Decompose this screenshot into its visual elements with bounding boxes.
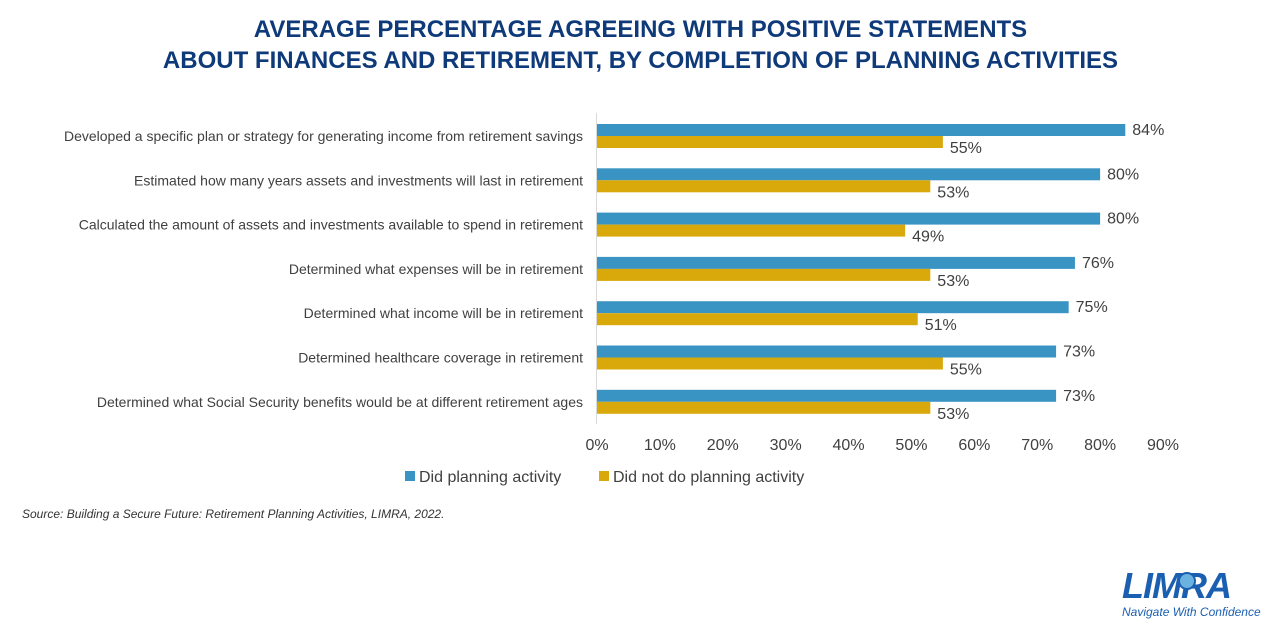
bar-did-not-plan (597, 313, 918, 326)
x-tick-label: 30% (770, 437, 802, 454)
bar-did-not-plan (597, 180, 931, 193)
x-tick-label: 0% (585, 437, 608, 454)
category-label: Estimated how many years assets and inve… (134, 172, 583, 188)
category-label: Determined what expenses will be in reti… (289, 261, 583, 277)
x-tick-label: 70% (1021, 437, 1053, 454)
data-label: 75% (1076, 299, 1108, 316)
bar-did-not-plan (597, 401, 931, 414)
bar-did-not-plan (597, 268, 931, 281)
legend-label: Did not do planning activity (613, 469, 804, 486)
logo-tagline: Navigate With Confidence (1122, 605, 1261, 619)
data-label: 51% (925, 317, 957, 334)
bar-did-not-plan (597, 136, 943, 148)
x-tick-label: 10% (644, 437, 676, 454)
logo-wordmark: LIMRA (1122, 565, 1232, 606)
bar-did-not-plan (597, 357, 943, 370)
chart-title: AVERAGE PERCENTAGE AGREEING WITH POSITIV… (0, 14, 1281, 76)
bar-did-planning (597, 301, 1069, 314)
x-tick-label: 40% (833, 437, 865, 454)
limra-logo: LIMRA Navigate With Confidence (1112, 566, 1262, 626)
chart-title-line-1: AVERAGE PERCENTAGE AGREEING WITH POSITIV… (253, 16, 1028, 43)
x-tick-label: 50% (895, 437, 927, 454)
category-label: Developed a specific plan or strategy fo… (64, 128, 583, 144)
data-label: 76% (1082, 255, 1114, 272)
globe-icon (1178, 572, 1196, 590)
category-label: Determined what income will be in retire… (304, 305, 583, 321)
data-label: 55% (950, 140, 982, 157)
data-label: 53% (937, 273, 969, 290)
chart-title-line-2: ABOUT FINANCES AND RETIREMENT, BY COMPLE… (162, 47, 1119, 74)
source-note: Source: Building a Secure Future: Retire… (22, 507, 445, 521)
bar-did-not-plan (597, 224, 906, 237)
legend-label: Did planning activity (419, 469, 561, 486)
bar-chart: Developed a specific plan or strategy fo… (64, 113, 1179, 486)
x-tick-label: 80% (1084, 437, 1116, 454)
data-label: 84% (1132, 122, 1164, 139)
category-label: Determined healthcare coverage in retire… (298, 350, 583, 366)
data-label: 73% (1063, 344, 1095, 361)
data-label: 49% (912, 229, 944, 246)
data-label: 55% (950, 362, 982, 379)
data-label: 73% (1063, 388, 1095, 405)
bar-did-planning (597, 389, 1057, 402)
bar-did-planning (597, 256, 1075, 269)
bar-did-planning (597, 124, 1126, 136)
data-label: 80% (1107, 166, 1139, 183)
x-tick-label: 60% (958, 437, 990, 454)
bar-did-planning (597, 168, 1101, 181)
data-label: 53% (937, 184, 969, 201)
data-label: 80% (1107, 211, 1139, 228)
legend-swatch-did (405, 471, 415, 481)
category-label: Calculated the amount of assets and inve… (79, 217, 583, 233)
x-tick-label: 20% (707, 437, 739, 454)
bar-did-planning (597, 212, 1101, 225)
x-tick-label: 90% (1147, 437, 1179, 454)
data-label: 53% (937, 406, 969, 423)
legend-swatch-did-not (599, 471, 609, 481)
category-label: Determined what Social Security benefits… (97, 394, 583, 410)
bar-did-planning (597, 345, 1057, 358)
